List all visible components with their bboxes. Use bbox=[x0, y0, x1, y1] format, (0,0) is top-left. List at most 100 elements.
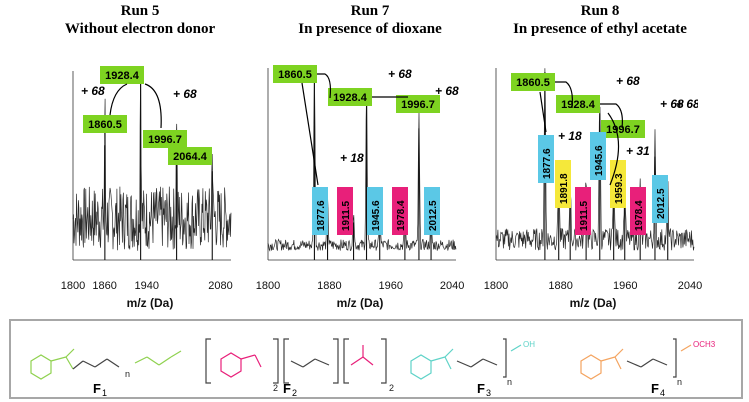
peak-label-text: 1945.6 bbox=[594, 145, 605, 176]
shift-arrow bbox=[539, 91, 547, 133]
peak-label-text: 1860.5 bbox=[88, 119, 122, 131]
run5-spectrum: 1860.5 1928.4 1996.7 2064.4 + 68 + 68 bbox=[72, 66, 232, 261]
run5-xlabel: m/z (Da) bbox=[126, 296, 174, 310]
peak-label-9: 2012.5 bbox=[652, 175, 668, 223]
mass-shift-annotation-2: + 68 bbox=[676, 97, 698, 111]
x-tick-2-1: 1880 bbox=[548, 280, 573, 292]
peak-label-0: 1860.5 bbox=[273, 65, 317, 83]
peak-label-text: 1978.4 bbox=[396, 200, 407, 231]
structure-f3 bbox=[410, 338, 522, 380]
shift-arrow bbox=[109, 83, 128, 116]
peak-label-text: 2064.4 bbox=[173, 151, 208, 163]
shift-arrow bbox=[607, 112, 620, 186]
peak-label-1: 1928.4 bbox=[100, 66, 144, 84]
run5-name: Run 5 bbox=[120, 3, 160, 19]
shift-arrow bbox=[144, 83, 162, 129]
f4-label-sub: 4 bbox=[660, 388, 665, 397]
run7-subtitle: In presence of dioxane bbox=[298, 21, 442, 37]
peak-label-1: 1928.4 bbox=[328, 88, 372, 106]
mass-shift-annotation-1: + 68 bbox=[435, 84, 459, 98]
peak-label-2: 1996.7 bbox=[601, 120, 645, 138]
f2-label: F bbox=[283, 381, 291, 396]
peak-label-1: 1928.4 bbox=[556, 95, 600, 113]
x-tick-0-0: 1800 bbox=[60, 280, 86, 292]
run8-xlabel: m/z (Da) bbox=[569, 296, 617, 310]
spectrum-trace bbox=[495, 68, 695, 251]
peak-label-4: 1911.5 bbox=[337, 187, 353, 235]
peak-label-3: 1877.6 bbox=[312, 187, 328, 235]
mass-shift-annotation-3: + 18 bbox=[558, 129, 582, 143]
peak-label-3: 1877.6 bbox=[538, 135, 554, 183]
peak-label-5: 1911.5 bbox=[575, 187, 591, 235]
run5-title: Run 5 Without electron donor bbox=[50, 2, 230, 38]
peak-label-4: 1891.8 bbox=[555, 160, 571, 208]
spectrum-trace bbox=[72, 71, 232, 251]
peak-label-text: 1911.5 bbox=[341, 201, 352, 231]
f2-repeat-2a: 2 bbox=[273, 383, 278, 393]
f1-repeat-n: n bbox=[125, 369, 130, 379]
peak-label-text: 1959.3 bbox=[614, 173, 625, 204]
structure-legend: n F 1 2 2 F 2 bbox=[9, 319, 743, 399]
x-tick-2-2: 1960 bbox=[613, 280, 638, 292]
spectrum-trace bbox=[267, 68, 457, 252]
f3-end-group: OH bbox=[523, 340, 535, 349]
run8-name: Run 8 bbox=[580, 3, 620, 19]
x-tick-1-3: 2040 bbox=[439, 280, 465, 292]
peak-label-text: 1928.4 bbox=[105, 70, 140, 82]
mass-shift-annotation-1: + 68 bbox=[173, 87, 197, 101]
f1-label: F bbox=[93, 381, 101, 396]
structure-legend-drawing: n F 1 2 2 F 2 bbox=[30, 338, 716, 398]
x-tick-2-3: 2040 bbox=[677, 280, 703, 292]
run8-subtitle: In presence of ethyl acetate bbox=[513, 21, 687, 37]
peak-label-2: 1996.7 bbox=[396, 95, 440, 113]
peak-label-0: 1860.5 bbox=[83, 115, 127, 133]
peak-label-text: 1996.7 bbox=[606, 124, 640, 136]
x-tick-1-1: 1880 bbox=[317, 280, 342, 292]
mass-shift-annotation-0: + 68 bbox=[616, 74, 640, 88]
peak-label-text: 1945.6 bbox=[371, 200, 382, 231]
mass-shift-annotation-4: + 31 bbox=[626, 144, 650, 158]
peak-label-6: 1945.6 bbox=[590, 132, 606, 180]
f3-label: F bbox=[477, 381, 485, 396]
shift-arrow bbox=[600, 103, 623, 129]
f1-benzene-ring bbox=[30, 354, 52, 380]
run7-spectrum: 1860.5 1928.4 1996.7 1877.6 1911.5 1945.6 1978… bbox=[267, 65, 459, 261]
shift-arrow bbox=[555, 81, 573, 109]
run5-subtitle: Without electron donor bbox=[64, 21, 216, 37]
peak-label-text: 1891.8 bbox=[559, 173, 570, 204]
x-tick-0-3: 2080 bbox=[208, 280, 233, 292]
peak-label-6: 1978.4 bbox=[392, 187, 408, 235]
f2-benzene-ring bbox=[220, 352, 242, 378]
run8-title: Run 8 In presence of ethyl acetate bbox=[490, 2, 710, 38]
peak-label-7: 2012.5 bbox=[424, 187, 440, 235]
peak-label-text: 1877.6 bbox=[542, 148, 553, 179]
peak-label-7: 1959.3 bbox=[610, 160, 626, 208]
f1-label-sub: 1 bbox=[102, 388, 107, 397]
structure-f2 bbox=[205, 338, 387, 384]
peak-label-text: 2012.5 bbox=[428, 200, 439, 231]
peak-label-8: 1978.4 bbox=[630, 187, 646, 235]
f4-end-group: OCH3 bbox=[693, 340, 716, 349]
peak-label-3: 2064.4 bbox=[168, 147, 212, 165]
structure-f4 bbox=[580, 338, 692, 380]
run8-spectrum: 1860.5 1928.4 1996.7 1877.6 1891.8 1911.5 1945… bbox=[495, 68, 698, 261]
run7-name: Run 7 bbox=[350, 3, 390, 19]
peak-label-text: 1996.7 bbox=[148, 134, 182, 146]
f3-repeat-n: n bbox=[507, 377, 512, 387]
x-tick-1-0: 1800 bbox=[255, 280, 281, 292]
x-tick-1-2: 1960 bbox=[378, 280, 404, 292]
peak-label-5: 1945.6 bbox=[367, 187, 383, 235]
peak-label-text: 1928.4 bbox=[561, 99, 596, 111]
shift-arrow bbox=[301, 82, 319, 186]
x-tick-0-2: 1940 bbox=[134, 280, 159, 292]
structure-f1 bbox=[30, 348, 182, 380]
peak-label-text: 2012.5 bbox=[656, 188, 667, 219]
peak-label-0: 1860.5 bbox=[511, 73, 555, 91]
peak-label-text: 1928.4 bbox=[333, 92, 368, 104]
f4-benzene-ring bbox=[580, 354, 602, 380]
x-tick-2-0: 1800 bbox=[483, 280, 509, 292]
peak-label-text: 1860.5 bbox=[278, 69, 312, 81]
f4-repeat-n: n bbox=[677, 377, 682, 387]
shift-arrow bbox=[317, 73, 332, 99]
mass-shift-annotation-1: + 68 bbox=[660, 97, 684, 111]
